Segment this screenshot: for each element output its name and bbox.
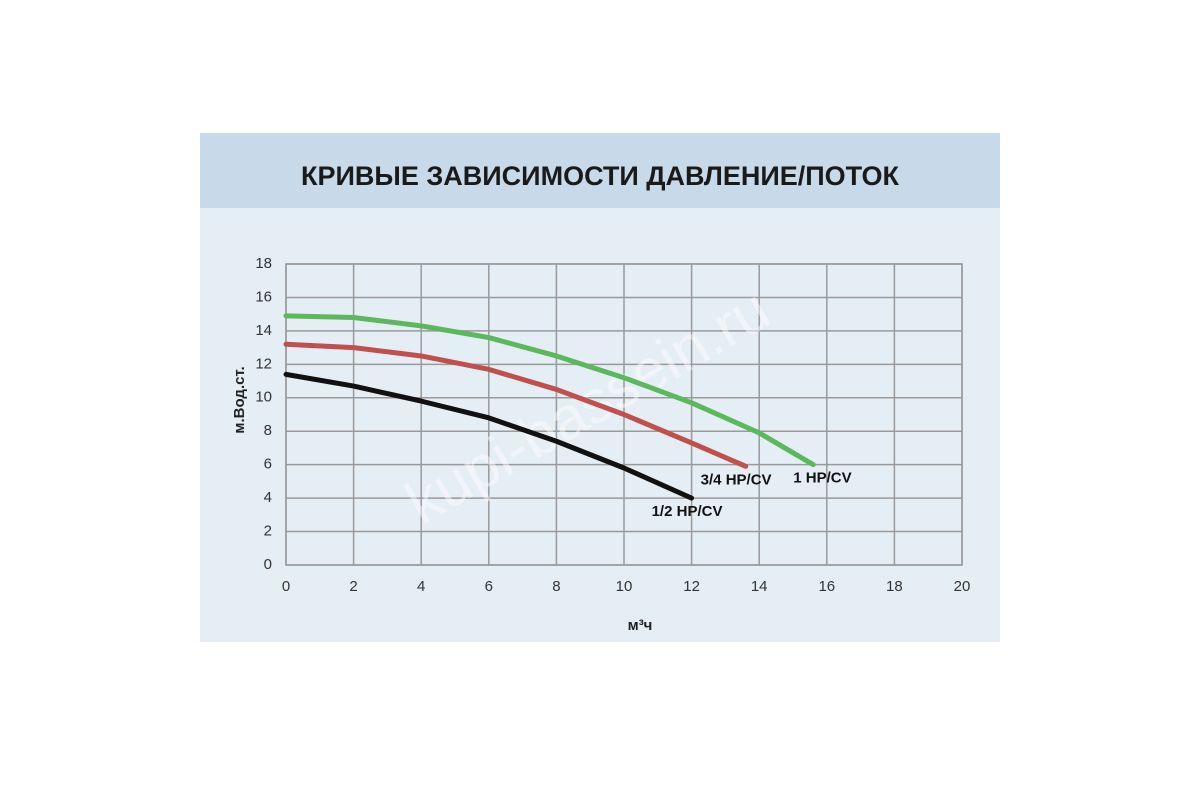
x-tick-label: 18	[886, 578, 903, 595]
x-tick-label: 10	[616, 578, 633, 595]
y-tick-label: 8	[264, 422, 272, 439]
x-tick-label: 0	[282, 578, 290, 595]
y-tick-label: 16	[255, 288, 272, 305]
x-tick-label: 14	[751, 578, 768, 595]
x-tick-label: 12	[683, 578, 700, 595]
x-tick-label: 8	[552, 578, 560, 595]
x-tick-label: 2	[349, 578, 357, 595]
y-tick-label: 12	[255, 355, 272, 372]
x-tick-label: 20	[954, 578, 971, 595]
x-tick-label: 6	[485, 578, 493, 595]
y-tick-label: 0	[264, 556, 272, 573]
y-tick-label: 4	[264, 489, 272, 506]
x-tick-label: 16	[818, 578, 835, 595]
y-axis-label: м.Вод.ст.	[231, 366, 248, 433]
series-line	[283, 313, 816, 468]
x-tick-label: 4	[417, 578, 425, 595]
series-line	[283, 341, 749, 469]
series-label: 3/4 HP/CV	[701, 471, 772, 488]
y-tick-label: 10	[255, 389, 272, 406]
y-tick-label: 14	[255, 322, 272, 339]
chart-title: КРИВЫЕ ЗАВИСИМОСТИ ДАВЛЕНИЕ/ПОТОК	[301, 161, 899, 191]
series-label: 1 HP/CV	[793, 470, 851, 487]
x-axis-label: м³ч	[628, 617, 653, 634]
series-label: 1/2 HP/CV	[652, 503, 723, 520]
y-tick-label: 18	[255, 255, 272, 272]
series-line	[283, 371, 695, 501]
y-tick-label: 2	[264, 523, 272, 540]
y-tick-label: 6	[264, 456, 272, 473]
header-band	[200, 133, 1000, 208]
